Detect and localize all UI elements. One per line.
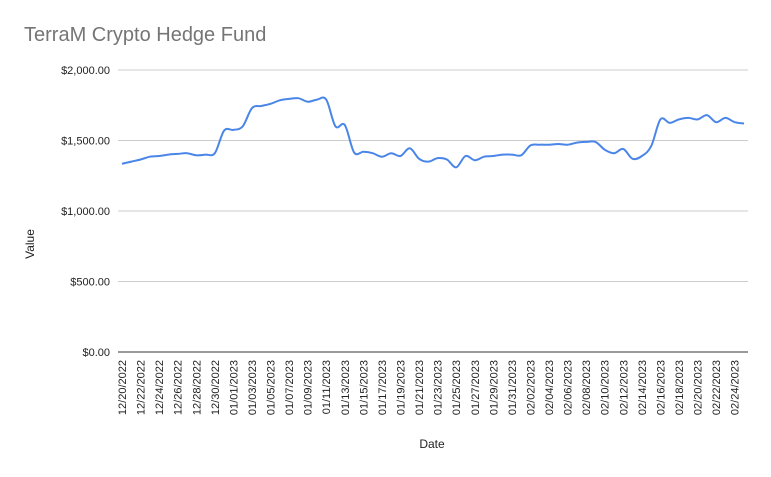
x-tick-label: 01/29/2023 <box>488 360 500 415</box>
x-tick-label: 02/20/2023 <box>693 360 705 415</box>
x-tick-label: 02/06/2023 <box>563 360 575 415</box>
x-tick-label: 02/16/2023 <box>655 360 667 415</box>
x-tick-label: 01/27/2023 <box>470 360 482 415</box>
x-tick-label: 01/31/2023 <box>507 360 519 415</box>
x-tick-label: 01/05/2023 <box>266 360 278 415</box>
x-axis-label: Date <box>419 437 445 451</box>
series-lines <box>121 96 745 169</box>
x-tick-label: 01/01/2023 <box>228 360 240 415</box>
y-tick-label: $500.00 <box>70 277 110 289</box>
y-axis-label: Value <box>23 229 37 259</box>
x-tick-label: 01/19/2023 <box>396 360 408 415</box>
x-tick-label: 01/21/2023 <box>414 360 426 415</box>
chart-title: TerraM Crypto Hedge Fund <box>24 24 267 46</box>
x-tick-label: 12/30/2022 <box>210 360 222 415</box>
series-line <box>121 96 745 169</box>
x-tick-label: 02/24/2023 <box>730 360 742 415</box>
x-tick-label: 01/23/2023 <box>433 360 445 415</box>
x-tick-label: 01/03/2023 <box>247 360 259 415</box>
x-tick-label: 12/26/2022 <box>173 360 185 415</box>
x-tick-label: 02/14/2023 <box>637 360 649 415</box>
x-tick-label: 01/25/2023 <box>451 360 463 415</box>
x-tick-label: 01/09/2023 <box>303 360 315 415</box>
x-tick-label: 01/07/2023 <box>284 360 296 415</box>
x-tick-label: 12/28/2022 <box>191 360 203 415</box>
gridlines <box>118 69 748 353</box>
x-tick-label: 02/02/2023 <box>525 360 537 415</box>
x-tick-label: 02/08/2023 <box>581 360 593 415</box>
y-tick-label: $0.00 <box>82 347 110 359</box>
x-tick-label: 12/20/2022 <box>117 360 129 415</box>
x-tick-label: 12/22/2022 <box>136 360 148 415</box>
y-tick-label: $2,000.00 <box>61 65 110 77</box>
y-tick-label: $1,500.00 <box>61 136 110 148</box>
x-tick-label: 12/24/2022 <box>154 360 166 415</box>
x-tick-label: 02/22/2023 <box>711 360 723 415</box>
x-tick-label: 01/15/2023 <box>358 360 370 415</box>
x-tick-label: 01/17/2023 <box>377 360 389 415</box>
x-tick-label: 02/10/2023 <box>600 360 612 415</box>
x-tick-label: 02/04/2023 <box>544 360 556 415</box>
x-tick-label: 02/18/2023 <box>674 360 686 415</box>
x-tick-label: 01/13/2023 <box>340 360 352 415</box>
x-tick-labels: 12/20/2022 12/22/2022 12/24/2022 12/26/2022… <box>117 360 742 415</box>
x-tick-label: 02/12/2023 <box>618 360 630 415</box>
y-tick-labels: $0.00 $500.00 $1,000.00 $1,500.00 $2,000.00 <box>61 65 110 359</box>
y-tick-label: $1,000.00 <box>61 206 110 218</box>
x-tick-label: 01/11/2023 <box>321 360 333 414</box>
